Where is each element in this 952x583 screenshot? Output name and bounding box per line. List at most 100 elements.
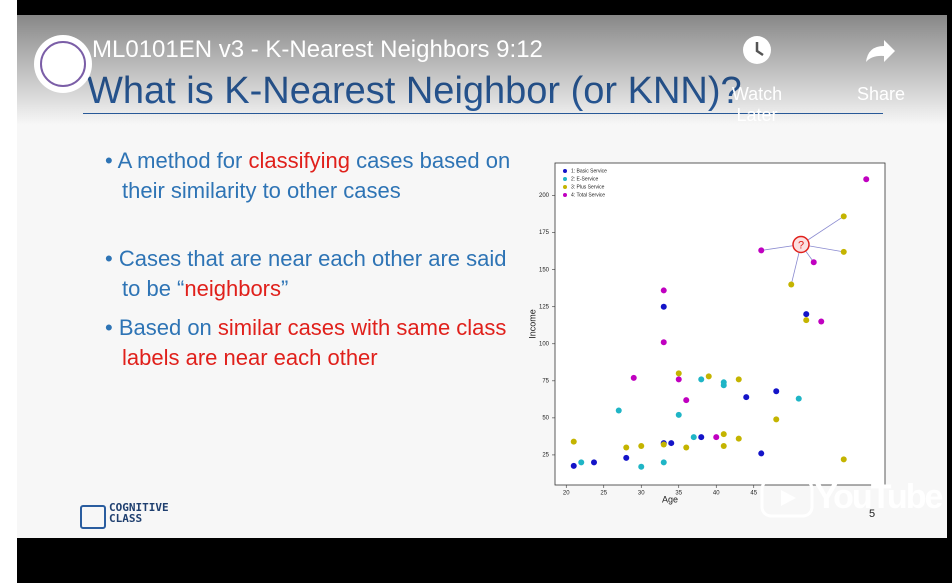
point [840, 456, 847, 463]
point [758, 247, 765, 254]
point [660, 459, 667, 466]
point [630, 374, 637, 381]
x-tick-label: 35 [675, 491, 682, 497]
bullet: • Cases that are near each other are sai… [105, 246, 507, 301]
point [818, 318, 825, 325]
channel-avatar[interactable] [34, 35, 92, 93]
point [660, 303, 667, 310]
point [675, 411, 682, 418]
y-tick-label: 125 [539, 304, 550, 310]
point [623, 454, 630, 461]
y-tick-label: 25 [542, 452, 549, 458]
legend-label: 1: Basic Service [571, 168, 607, 174]
text: Cases that are near each other are said … [118, 246, 507, 301]
highlight: similar cases with same class labels are… [122, 315, 507, 370]
title-shade [17, 15, 947, 125]
point [683, 397, 690, 404]
point [578, 459, 585, 466]
point [810, 259, 817, 266]
x-tick-label: 40 [713, 491, 720, 497]
point [705, 373, 712, 380]
point [690, 434, 697, 441]
legend-marker [563, 177, 567, 181]
legend-marker [563, 193, 567, 197]
point [615, 407, 622, 414]
point [675, 370, 682, 377]
youtube-play[interactable] [760, 478, 814, 518]
text: cases based on their similarity to other… [122, 148, 511, 203]
point [660, 339, 667, 346]
avatar-ring [40, 41, 86, 87]
point [570, 438, 577, 445]
legend-marker [563, 185, 567, 189]
x-tick-label: 25 [600, 491, 607, 497]
point [675, 376, 682, 383]
slide-title: What is K-Nearest Neighbor (or KNN)? [87, 70, 742, 113]
point [638, 443, 645, 450]
x-tick-label: 30 [638, 491, 645, 497]
y-tick-label: 75 [542, 378, 549, 384]
youtube-logo[interactable]: YouTube [815, 478, 943, 516]
point [591, 459, 597, 466]
point [743, 394, 750, 401]
watch-later[interactable]: Watch Later [731, 84, 783, 125]
highlight: classifying [248, 148, 350, 173]
share[interactable]: Share [856, 84, 906, 104]
point [660, 441, 667, 448]
query-label: ? [798, 239, 804, 251]
point [788, 281, 795, 288]
point [668, 440, 675, 447]
x-axis-label: Age [662, 494, 678, 504]
point [795, 395, 802, 402]
bullet: • A method for classifying cases based o… [105, 148, 511, 203]
y-tick-label: 175 [539, 230, 550, 236]
x-tick-label: 20 [563, 491, 570, 497]
y-tick-label: 150 [539, 267, 550, 273]
point [623, 444, 630, 451]
clock-hands [755, 42, 764, 57]
point [773, 416, 780, 423]
point [698, 434, 705, 441]
point [720, 431, 727, 438]
query-point [792, 235, 810, 254]
point [720, 443, 727, 450]
point [840, 213, 847, 220]
point [683, 444, 690, 451]
y-tick-label: 100 [539, 341, 550, 347]
play-triangle [781, 490, 796, 506]
point [735, 376, 742, 383]
point [570, 462, 577, 469]
x-tick-label: 45 [750, 491, 757, 497]
legend-marker [563, 169, 567, 173]
point [660, 287, 667, 294]
legend-label: 3: Plus Service [571, 184, 605, 190]
video-title[interactable]: ML0101EN v3 - K-Nearest Neighbors 9:12 [92, 36, 543, 63]
point [698, 376, 705, 383]
legend-label: 2: E-Service [571, 176, 598, 182]
bullet: • Based on similar cases with same class… [105, 315, 507, 370]
point [735, 435, 742, 442]
point [803, 311, 810, 318]
y-tick-label: 200 [539, 193, 550, 199]
text: A method for [117, 148, 249, 173]
plot-area [554, 162, 886, 486]
text: Based on [118, 315, 218, 340]
title-rule [83, 113, 883, 114]
point [758, 450, 765, 457]
brand-icon [80, 505, 106, 529]
point [803, 317, 810, 324]
point [863, 176, 870, 183]
highlight: neighbors [184, 276, 282, 301]
point [840, 248, 847, 255]
page-number: 5 [869, 508, 876, 520]
y-tick-label: 50 [542, 415, 549, 421]
y-axis-label: Income [527, 309, 537, 339]
share-icon[interactable] [866, 40, 895, 62]
point [713, 434, 720, 441]
point [720, 382, 727, 389]
text: ” [281, 276, 289, 301]
point [773, 388, 780, 395]
brand: COGNITIVE CLASS [109, 501, 169, 525]
